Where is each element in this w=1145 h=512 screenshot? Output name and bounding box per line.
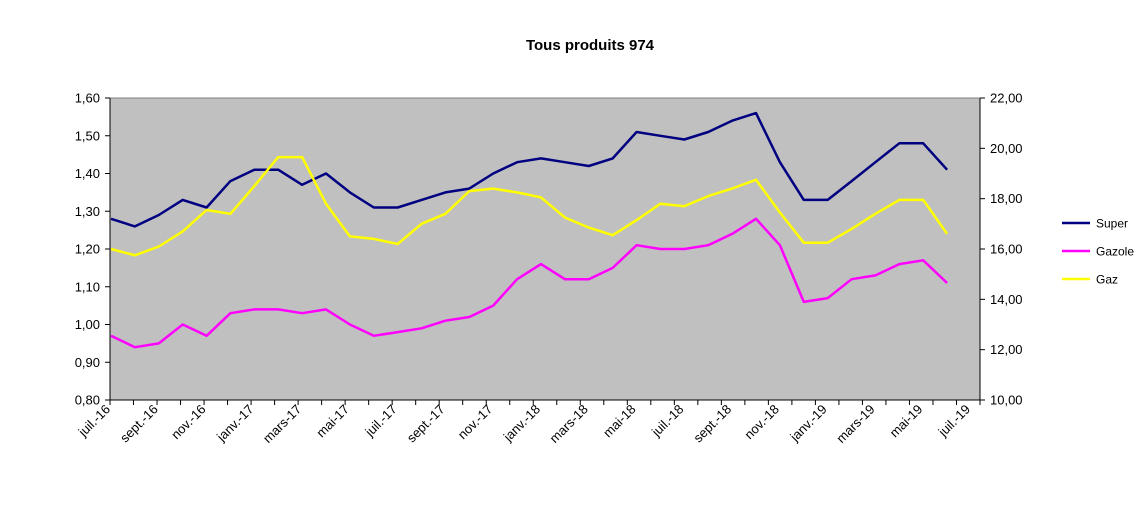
- x-tick-label: mai-17: [313, 402, 352, 441]
- x-tick-label: sept.-16: [117, 402, 161, 446]
- left-tick-label: 1,50: [75, 128, 100, 143]
- left-tick-label: 1,20: [75, 242, 100, 257]
- right-tick-label: 14,00: [990, 292, 1023, 307]
- right-tick-label: 16,00: [990, 242, 1023, 257]
- legend-label-super: Super: [1096, 217, 1128, 231]
- x-tick-label: janv.-19: [786, 402, 829, 445]
- x-tick-label: juil.-19: [935, 402, 973, 440]
- series-line-gaz: [110, 155, 949, 257]
- x-tick-label: mai-19: [887, 402, 926, 441]
- left-tick-label: 1,40: [75, 166, 100, 181]
- x-tick-label: janv.-17: [213, 402, 256, 445]
- left-axis: 0,80 0,90 1,00 1,10 1,20 1,30 1,40 1,50 1,60: [75, 91, 111, 408]
- x-tick-label: janv.-18: [500, 402, 543, 445]
- x-tick-label: mars-17: [260, 402, 304, 446]
- right-tick-label: 12,00: [990, 342, 1023, 357]
- chart-title: Tous produits 974: [526, 37, 655, 54]
- series-lines: [110, 111, 949, 349]
- series-line-super: [110, 111, 949, 228]
- left-tick-label: 1,10: [75, 279, 100, 294]
- x-tick-label: mars-19: [833, 402, 877, 446]
- left-tick-label: 0,90: [75, 355, 100, 370]
- left-tick-label: 1,00: [75, 317, 100, 332]
- x-tick-label: juil.-17: [361, 402, 399, 440]
- series-line-gazole: [110, 217, 948, 349]
- right-tick-label: 10,00: [990, 393, 1023, 408]
- x-axis: juil.-16 sept.-16 nov.-16 janv.-17 mars-17 ma…: [75, 399, 981, 446]
- x-tick-label: sept.-18: [690, 402, 734, 446]
- legend-label-gazole: Gazole: [1096, 245, 1134, 259]
- x-tick-label: nov.-18: [741, 402, 782, 443]
- x-tick-label: nov.-17: [455, 402, 496, 443]
- x-tick-label: mars-18: [547, 402, 591, 446]
- legend: Super Gazole Gaz: [1062, 217, 1134, 287]
- right-tick-label: 20,00: [990, 141, 1023, 156]
- right-tick-label: 18,00: [990, 191, 1023, 206]
- legend-label-gaz: Gaz: [1096, 273, 1118, 287]
- left-tick-label: 1,30: [75, 204, 100, 219]
- right-tick-label: 22,00: [990, 91, 1023, 106]
- plot-area: [109, 97, 981, 401]
- left-tick-label: 0,80: [75, 393, 100, 408]
- x-tick-label: mai-18: [600, 402, 639, 441]
- x-tick-label: juil.-18: [648, 402, 686, 440]
- right-axis: 10,00 12,00 14,00 16,00 18,00 20,00 22,00: [979, 91, 1023, 408]
- x-tick-label: nov.-16: [168, 402, 209, 443]
- left-tick-label: 1,60: [75, 91, 100, 106]
- x-tick-label: sept.-17: [404, 402, 448, 446]
